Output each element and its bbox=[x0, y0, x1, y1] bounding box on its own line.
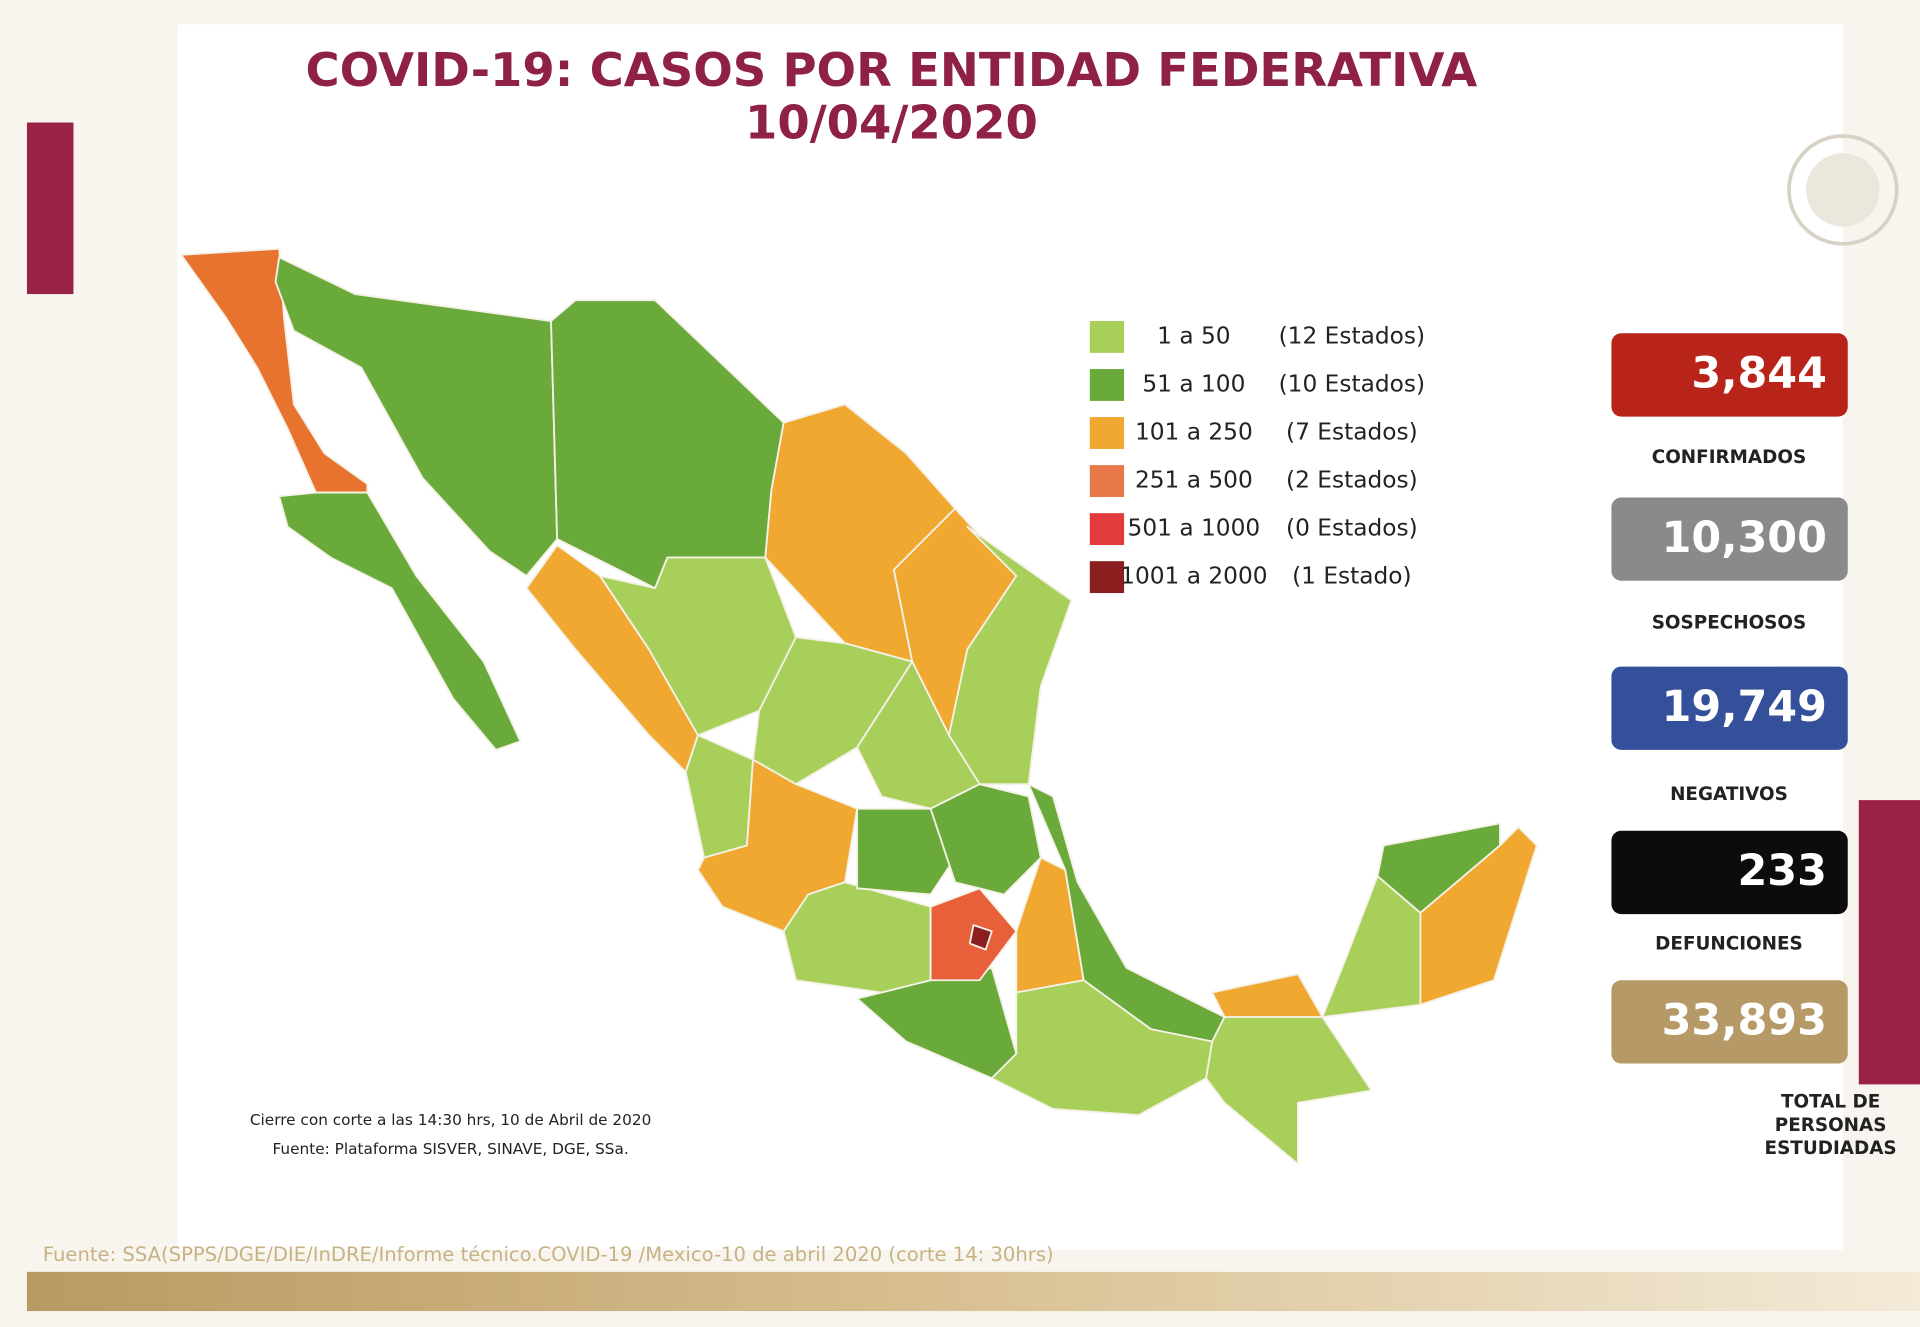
stat-label: PERSONAS bbox=[1775, 1115, 1887, 1136]
legend-range: 101 a 250 bbox=[1135, 419, 1253, 446]
stat-box bbox=[1611, 830, 1848, 915]
date: 10/04/2020 bbox=[745, 95, 1038, 149]
stat-value: 3,844 bbox=[1691, 349, 1827, 399]
legend-swatch bbox=[1089, 465, 1125, 497]
stat-box bbox=[1611, 666, 1848, 750]
legend-range: 501 a 1000 bbox=[1128, 515, 1261, 542]
legend-range: 251 a 500 bbox=[1135, 467, 1253, 494]
stat-box bbox=[1611, 980, 1848, 1064]
state bbox=[180, 247, 369, 494]
note: Cierre con corte a las 14:30 hrs, 10 de … bbox=[250, 1111, 651, 1129]
map bbox=[180, 247, 1538, 1165]
note: Fuente: Plataforma SISVER, SINAVE, DGE, … bbox=[272, 1140, 628, 1158]
emblem bbox=[1787, 134, 1899, 246]
stat-label: CONFIRMADOS bbox=[1652, 447, 1806, 468]
stat-box bbox=[1611, 333, 1848, 417]
state bbox=[1419, 826, 1538, 1006]
legend-count: (2 Estados) bbox=[1286, 467, 1418, 494]
legend-count: (10 Estados) bbox=[1279, 370, 1425, 397]
stat-box bbox=[1611, 497, 1848, 581]
legend-count: (0 Estados) bbox=[1286, 515, 1418, 542]
stat-value: 10,300 bbox=[1662, 513, 1827, 563]
emblem bbox=[1806, 153, 1880, 227]
accent-bar bbox=[1858, 800, 1920, 1085]
state bbox=[856, 807, 957, 896]
stat-value: 233 bbox=[1737, 846, 1826, 896]
title: COVID-19: CASOS POR ENTIDAD FEDERATIVA bbox=[306, 43, 1478, 97]
accent-bar bbox=[26, 122, 74, 295]
legend-range: 51 a 100 bbox=[1142, 370, 1245, 397]
legend-count: (1 Estado) bbox=[1292, 563, 1412, 590]
legend: 1 a 50 (12 Estados) 51 a 100 (10 Estados) 10… bbox=[1089, 321, 1425, 594]
legend-count: (7 Estados) bbox=[1286, 419, 1418, 446]
stat-label: NEGATIVOS bbox=[1670, 784, 1788, 805]
state bbox=[968, 924, 993, 951]
stat-label: SOSPECHOSOS bbox=[1652, 613, 1807, 634]
state bbox=[1376, 822, 1501, 914]
legend-swatch bbox=[1089, 417, 1125, 449]
state bbox=[990, 979, 1214, 1116]
stat-label: TOTAL DE bbox=[1781, 1092, 1880, 1113]
legend-swatch bbox=[1089, 561, 1125, 594]
legend-count: (12 Estados) bbox=[1279, 322, 1425, 349]
stat-value: 19,749 bbox=[1662, 682, 1827, 732]
legend-range: 1 a 50 bbox=[1157, 322, 1230, 349]
stat-label: ESTUDIADAS bbox=[1765, 1138, 1897, 1159]
state bbox=[278, 491, 522, 751]
stats: 3,844 CONFIRMADOS 10,300 SOSPECHOSOS 19,749 N… bbox=[1611, 333, 1897, 1159]
legend-range: 1001 a 2000 bbox=[1120, 563, 1267, 590]
legend-swatch bbox=[1089, 369, 1125, 401]
stat-label: DEFUNCIONES bbox=[1655, 934, 1803, 955]
state bbox=[274, 256, 559, 577]
legend-swatch bbox=[1089, 321, 1125, 353]
footer-bar bbox=[26, 1271, 1920, 1312]
source: Fuente: SSA(SPPS/DGE/DIE/InDRE/Informe t… bbox=[43, 1243, 1054, 1266]
stat-value: 33,893 bbox=[1662, 996, 1827, 1046]
legend-swatch bbox=[1089, 513, 1125, 546]
